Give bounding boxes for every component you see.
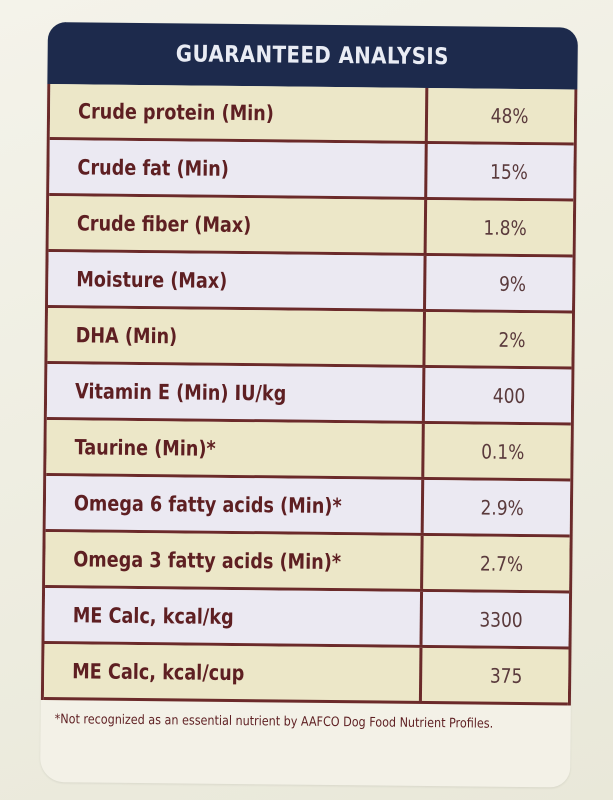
table-row: ME Calc, kcal/kg 3300: [44, 588, 570, 650]
table-row: Moisture (Max) 9%: [48, 252, 573, 314]
nutrient-value: 375: [489, 663, 523, 688]
nutrient-label: Crude fat (Min): [49, 140, 428, 197]
nutrient-value: 9%: [499, 271, 527, 296]
analysis-table: Crude protein (Min) 48% Crude fat (Min) …: [40, 83, 578, 706]
nutrient-label: Moisture (Max): [48, 252, 427, 309]
nutrient-label: ME Calc, kcal/kg: [44, 588, 424, 645]
nutrient-value: 15%: [489, 159, 528, 184]
panel-title: GUARANTEED ANALYSIS: [176, 41, 450, 71]
nutrient-label: DHA (Min): [47, 308, 426, 365]
nutrient-value: 3300: [479, 607, 523, 632]
nutrient-label: ME Calc, kcal/cup: [43, 643, 423, 701]
nutrient-label: Vitamin E (Min) IU/kg: [46, 364, 426, 421]
nutrient-label: Crude fiber (Max): [48, 196, 428, 253]
nutrient-value: 400: [492, 383, 526, 408]
nutrient-label: Omega 6 fatty acids (Min)*: [45, 476, 425, 533]
table-row: Crude fat (Min) 15%: [49, 140, 574, 202]
nutrient-label: Omega 3 fatty acids (Min)*: [45, 532, 424, 589]
nutrient-value: 0.1%: [481, 439, 525, 464]
guaranteed-analysis-panel: GUARANTEED ANALYSIS Crude protein (Min) …: [40, 22, 578, 788]
nutrient-value: 2.7%: [480, 551, 524, 576]
footnote: *Not recognized as an essential nutrient…: [54, 712, 494, 732]
nutrient-value: 1.8%: [483, 215, 527, 240]
table-row: Crude fiber (Max) 1.8%: [48, 196, 574, 258]
table-row: DHA (Min) 2%: [47, 308, 572, 370]
table-row: Omega 3 fatty acids (Min)* 2.7%: [45, 532, 570, 594]
table-row: Vitamin E (Min) IU/kg 400: [46, 364, 572, 426]
table-row: Crude protein (Min) 48%: [49, 84, 575, 146]
table-row: ME Calc, kcal/cup 375: [43, 643, 569, 706]
table-row: Taurine (Min)* 0.1%: [46, 420, 571, 482]
nutrient-label: Crude protein (Min): [49, 84, 429, 141]
nutrient-label: Taurine (Min)*: [46, 420, 425, 477]
table-row: Omega 6 fatty acids (Min)* 2.9%: [45, 476, 571, 538]
panel-header: GUARANTEED ANALYSIS: [47, 22, 578, 90]
nutrient-value: 48%: [490, 103, 529, 128]
nutrient-value: 2%: [498, 327, 526, 352]
nutrient-value: 2.9%: [480, 495, 525, 520]
